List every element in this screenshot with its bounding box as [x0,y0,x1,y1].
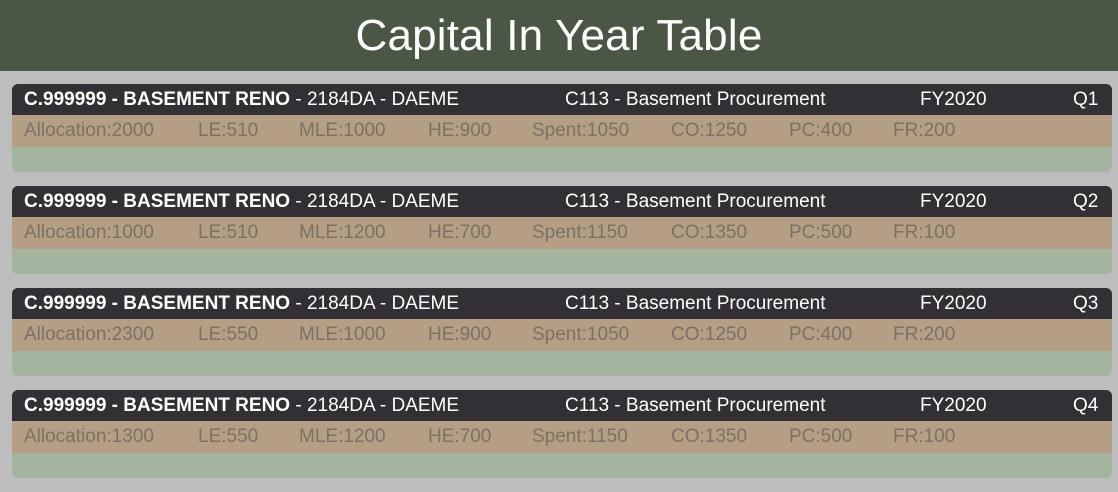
project-code: C.999999 - BASEMENT RENO [24,89,291,110]
card-metrics-bar: Allocation:1000 LE:510 MLE:1200 HE:700 S… [12,217,1112,249]
card-metrics-bar: Allocation:2000 LE:510 MLE:1000 HE:900 S… [12,115,1112,147]
quarter-label: Q3 [1073,293,1099,314]
metric-spent: Spent:1050 [532,120,630,141]
procurement-label: C113 - Basement Procurement [565,89,826,110]
fiscal-year-label: FY2020 [920,89,987,110]
procurement-label: C113 - Basement Procurement [565,191,826,212]
card-title-bar: C.999999 - BASEMENT RENO - 2184DA - DAEM… [12,186,1112,217]
capital-row-card[interactable]: C.999999 - BASEMENT RENO - 2184DA - DAEM… [12,390,1112,478]
fiscal-year-label: FY2020 [920,293,987,314]
metric-pc: PC:500 [789,426,853,447]
quarter-label: Q2 [1073,191,1099,212]
metric-allocation: Allocation:1000 [24,222,154,243]
card-title-bar: C.999999 - BASEMENT RENO - 2184DA - DAEM… [12,84,1112,115]
metric-le: LE:550 [198,324,259,345]
project-suffix: - 2184DA - DAEME [290,89,460,110]
metric-allocation: Allocation:1300 [24,426,154,447]
card-footer [12,453,1112,478]
metric-he: HE:900 [428,120,492,141]
card-metrics-bar: Allocation:1300 LE:550 MLE:1200 HE:700 S… [12,421,1112,453]
metric-fr: FR:100 [893,426,956,447]
metric-co: CO:1350 [671,222,748,243]
metric-fr: FR:200 [893,120,956,141]
metric-mle: MLE:1000 [299,324,386,345]
metric-he: HE:900 [428,324,492,345]
metric-allocation: Allocation:2000 [24,120,154,141]
metric-co: CO:1250 [671,324,748,345]
project-label: C.999999 - BASEMENT RENO - 2184DA - DAEM… [24,390,459,421]
capital-row-card[interactable]: C.999999 - BASEMENT RENO - 2184DA - DAEM… [12,186,1112,274]
metric-pc: PC:400 [789,120,853,141]
metric-spent: Spent:1050 [532,324,630,345]
card-footer [12,249,1112,274]
card-footer [12,351,1112,376]
metric-mle: MLE:1200 [299,222,386,243]
project-code: C.999999 - BASEMENT RENO [24,293,291,314]
page-header: Capital In Year Table [0,0,1118,71]
metric-fr: FR:100 [893,222,956,243]
metric-spent: Spent:1150 [532,222,628,243]
capital-year-list: C.999999 - BASEMENT RENO - 2184DA - DAEM… [12,84,1112,492]
capital-row-card[interactable]: C.999999 - BASEMENT RENO - 2184DA - DAEM… [12,84,1112,172]
metric-pc: PC:400 [789,324,853,345]
metric-pc: PC:500 [789,222,853,243]
card-title-bar: C.999999 - BASEMENT RENO - 2184DA - DAEM… [12,390,1112,421]
metric-le: LE:510 [198,120,259,141]
project-label: C.999999 - BASEMENT RENO - 2184DA - DAEM… [24,288,459,319]
project-code: C.999999 - BASEMENT RENO [24,395,291,416]
metric-he: HE:700 [428,222,492,243]
metric-fr: FR:200 [893,324,956,345]
procurement-label: C113 - Basement Procurement [565,395,826,416]
metric-mle: MLE:1200 [299,426,386,447]
quarter-label: Q4 [1073,395,1099,416]
card-footer [12,147,1112,172]
metric-co: CO:1350 [671,426,748,447]
project-label: C.999999 - BASEMENT RENO - 2184DA - DAEM… [24,186,459,217]
card-title-bar: C.999999 - BASEMENT RENO - 2184DA - DAEM… [12,288,1112,319]
metric-spent: Spent:1150 [532,426,628,447]
project-suffix: - 2184DA - DAEME [290,191,460,212]
card-metrics-bar: Allocation:2300 LE:550 MLE:1000 HE:900 S… [12,319,1112,351]
quarter-label: Q1 [1073,89,1099,110]
project-suffix: - 2184DA - DAEME [290,293,460,314]
metric-allocation: Allocation:2300 [24,324,154,345]
project-label: C.999999 - BASEMENT RENO - 2184DA - DAEM… [24,84,459,115]
capital-row-card[interactable]: C.999999 - BASEMENT RENO - 2184DA - DAEM… [12,288,1112,376]
metric-mle: MLE:1000 [299,120,386,141]
fiscal-year-label: FY2020 [920,191,987,212]
page-title: Capital In Year Table [355,10,763,60]
metric-he: HE:700 [428,426,492,447]
metric-le: LE:510 [198,222,259,243]
procurement-label: C113 - Basement Procurement [565,293,826,314]
project-suffix: - 2184DA - DAEME [290,395,460,416]
fiscal-year-label: FY2020 [920,395,987,416]
metric-le: LE:550 [198,426,259,447]
project-code: C.999999 - BASEMENT RENO [24,191,291,212]
metric-co: CO:1250 [671,120,748,141]
